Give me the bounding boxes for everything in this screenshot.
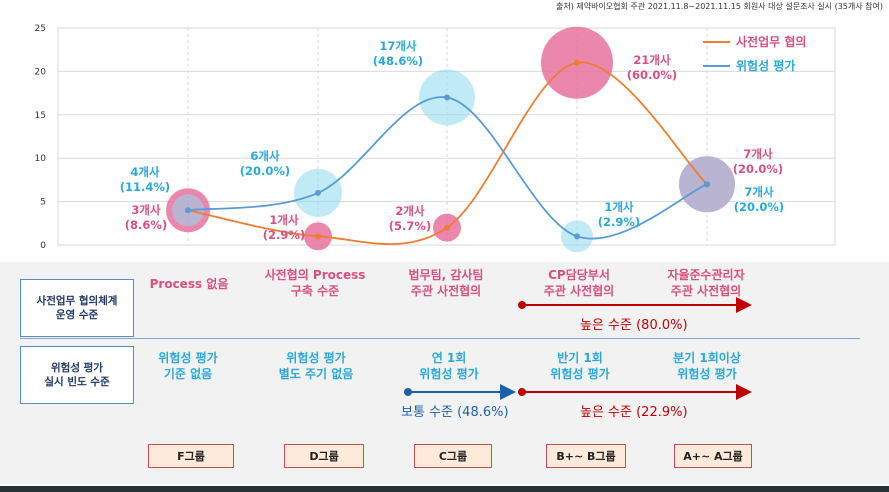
row2-mid-level: 보통 수준 (48.6%) (401, 405, 509, 420)
point-1-2 (444, 94, 450, 101)
bottom-bar (0, 486, 889, 492)
row1-high-arrow (518, 297, 752, 313)
row2-mid-arrow (404, 384, 516, 400)
group-d: D그룹 (284, 444, 364, 468)
y-tick-label: 10 (35, 154, 47, 164)
row1-cell-b: CP담당부서 주관 사전협의 (543, 268, 615, 299)
row2-cell-f: 위험성 평가 기준 없음 (158, 351, 218, 382)
row1-cell-c: 법무팀, 감사팀 주관 사전협의 (408, 268, 484, 299)
point-1-0 (185, 207, 191, 214)
series-line-0 (187, 61, 708, 245)
data-label-1-2: 17개사 (48.6%) (373, 39, 423, 68)
row2-cell-b: 반기 1회 위험성 평가 (550, 351, 610, 382)
bubble-line-chart: 0 5 10 15 20 25 3개사 (8.6%) 1개사 (2.9%) 2개사 (5.7%) 21개… (35, 24, 836, 253)
point-1-3 (574, 233, 580, 240)
row-label-risk: 위험성 평가 실시 빈도 수준 (20, 346, 134, 404)
legend-label-1: 위험성 평가 (736, 58, 795, 73)
data-label-1-4: 7개사 (20.0%) (734, 185, 784, 214)
point-0-1 (315, 233, 321, 240)
row2-high-arrow (518, 384, 752, 400)
data-label-0-0: 3개사 (8.6%) (125, 203, 167, 232)
data-label-1-1: 6개사 (20.0%) (240, 149, 290, 178)
data-label-0-4: 7개사 (20.0%) (733, 147, 783, 176)
data-label-0-2: 2개사 (5.7%) (389, 204, 431, 233)
row1-high-level: 높은 수준 (80.0%) (580, 318, 688, 333)
group-b: B+~ B그룹 (546, 444, 626, 468)
row2-cell-c: 연 1회 위험성 평가 (419, 351, 479, 382)
source-note: 출처) 제약바이오협회 주관 2021.11.8~2021.11.15 회원사 … (555, 2, 883, 11)
point-1-1 (315, 189, 321, 196)
point-0-3 (574, 59, 580, 66)
y-tick-label: 20 (35, 67, 47, 77)
data-label-1-0: 4개사 (11.4%) (120, 165, 170, 194)
y-tick-label: 15 (35, 111, 46, 121)
y-tick-label: 0 (40, 241, 46, 251)
point-0-2 (444, 224, 450, 231)
y-tick-label: 5 (40, 198, 46, 208)
row1-cell-f: Process 없음 (149, 277, 229, 291)
row1-cell-d: 사전협의 Process 구축 수준 (264, 268, 366, 299)
row2-high-level: 높은 수준 (22.9%) (580, 405, 688, 420)
row2-cell-d: 위험성 평가 별도 주기 없음 (278, 351, 354, 382)
y-tick-label: 25 (35, 24, 46, 34)
row1-cell-a: 자율준수관리자 주관 사전협의 (667, 268, 745, 299)
data-label-0-3: 21개사 (60.0%) (627, 53, 677, 82)
legend-label-0: 사전업무 협의 (736, 34, 806, 49)
row-divider (20, 338, 860, 339)
group-f: F그룹 (148, 444, 234, 468)
data-label-1-3: 1개사 (2.9%) (598, 200, 640, 229)
row2-cell-a: 분기 1회이상 위험성 평가 (673, 351, 741, 382)
point-1-4 (704, 181, 710, 188)
group-a: A+~ A그룹 (674, 444, 752, 468)
row-label-consultation: 사전업무 협의체계 운영 수준 (20, 279, 134, 337)
group-c: C그룹 (414, 444, 492, 468)
data-label-0-1: 1개사 (2.9%) (263, 213, 305, 242)
